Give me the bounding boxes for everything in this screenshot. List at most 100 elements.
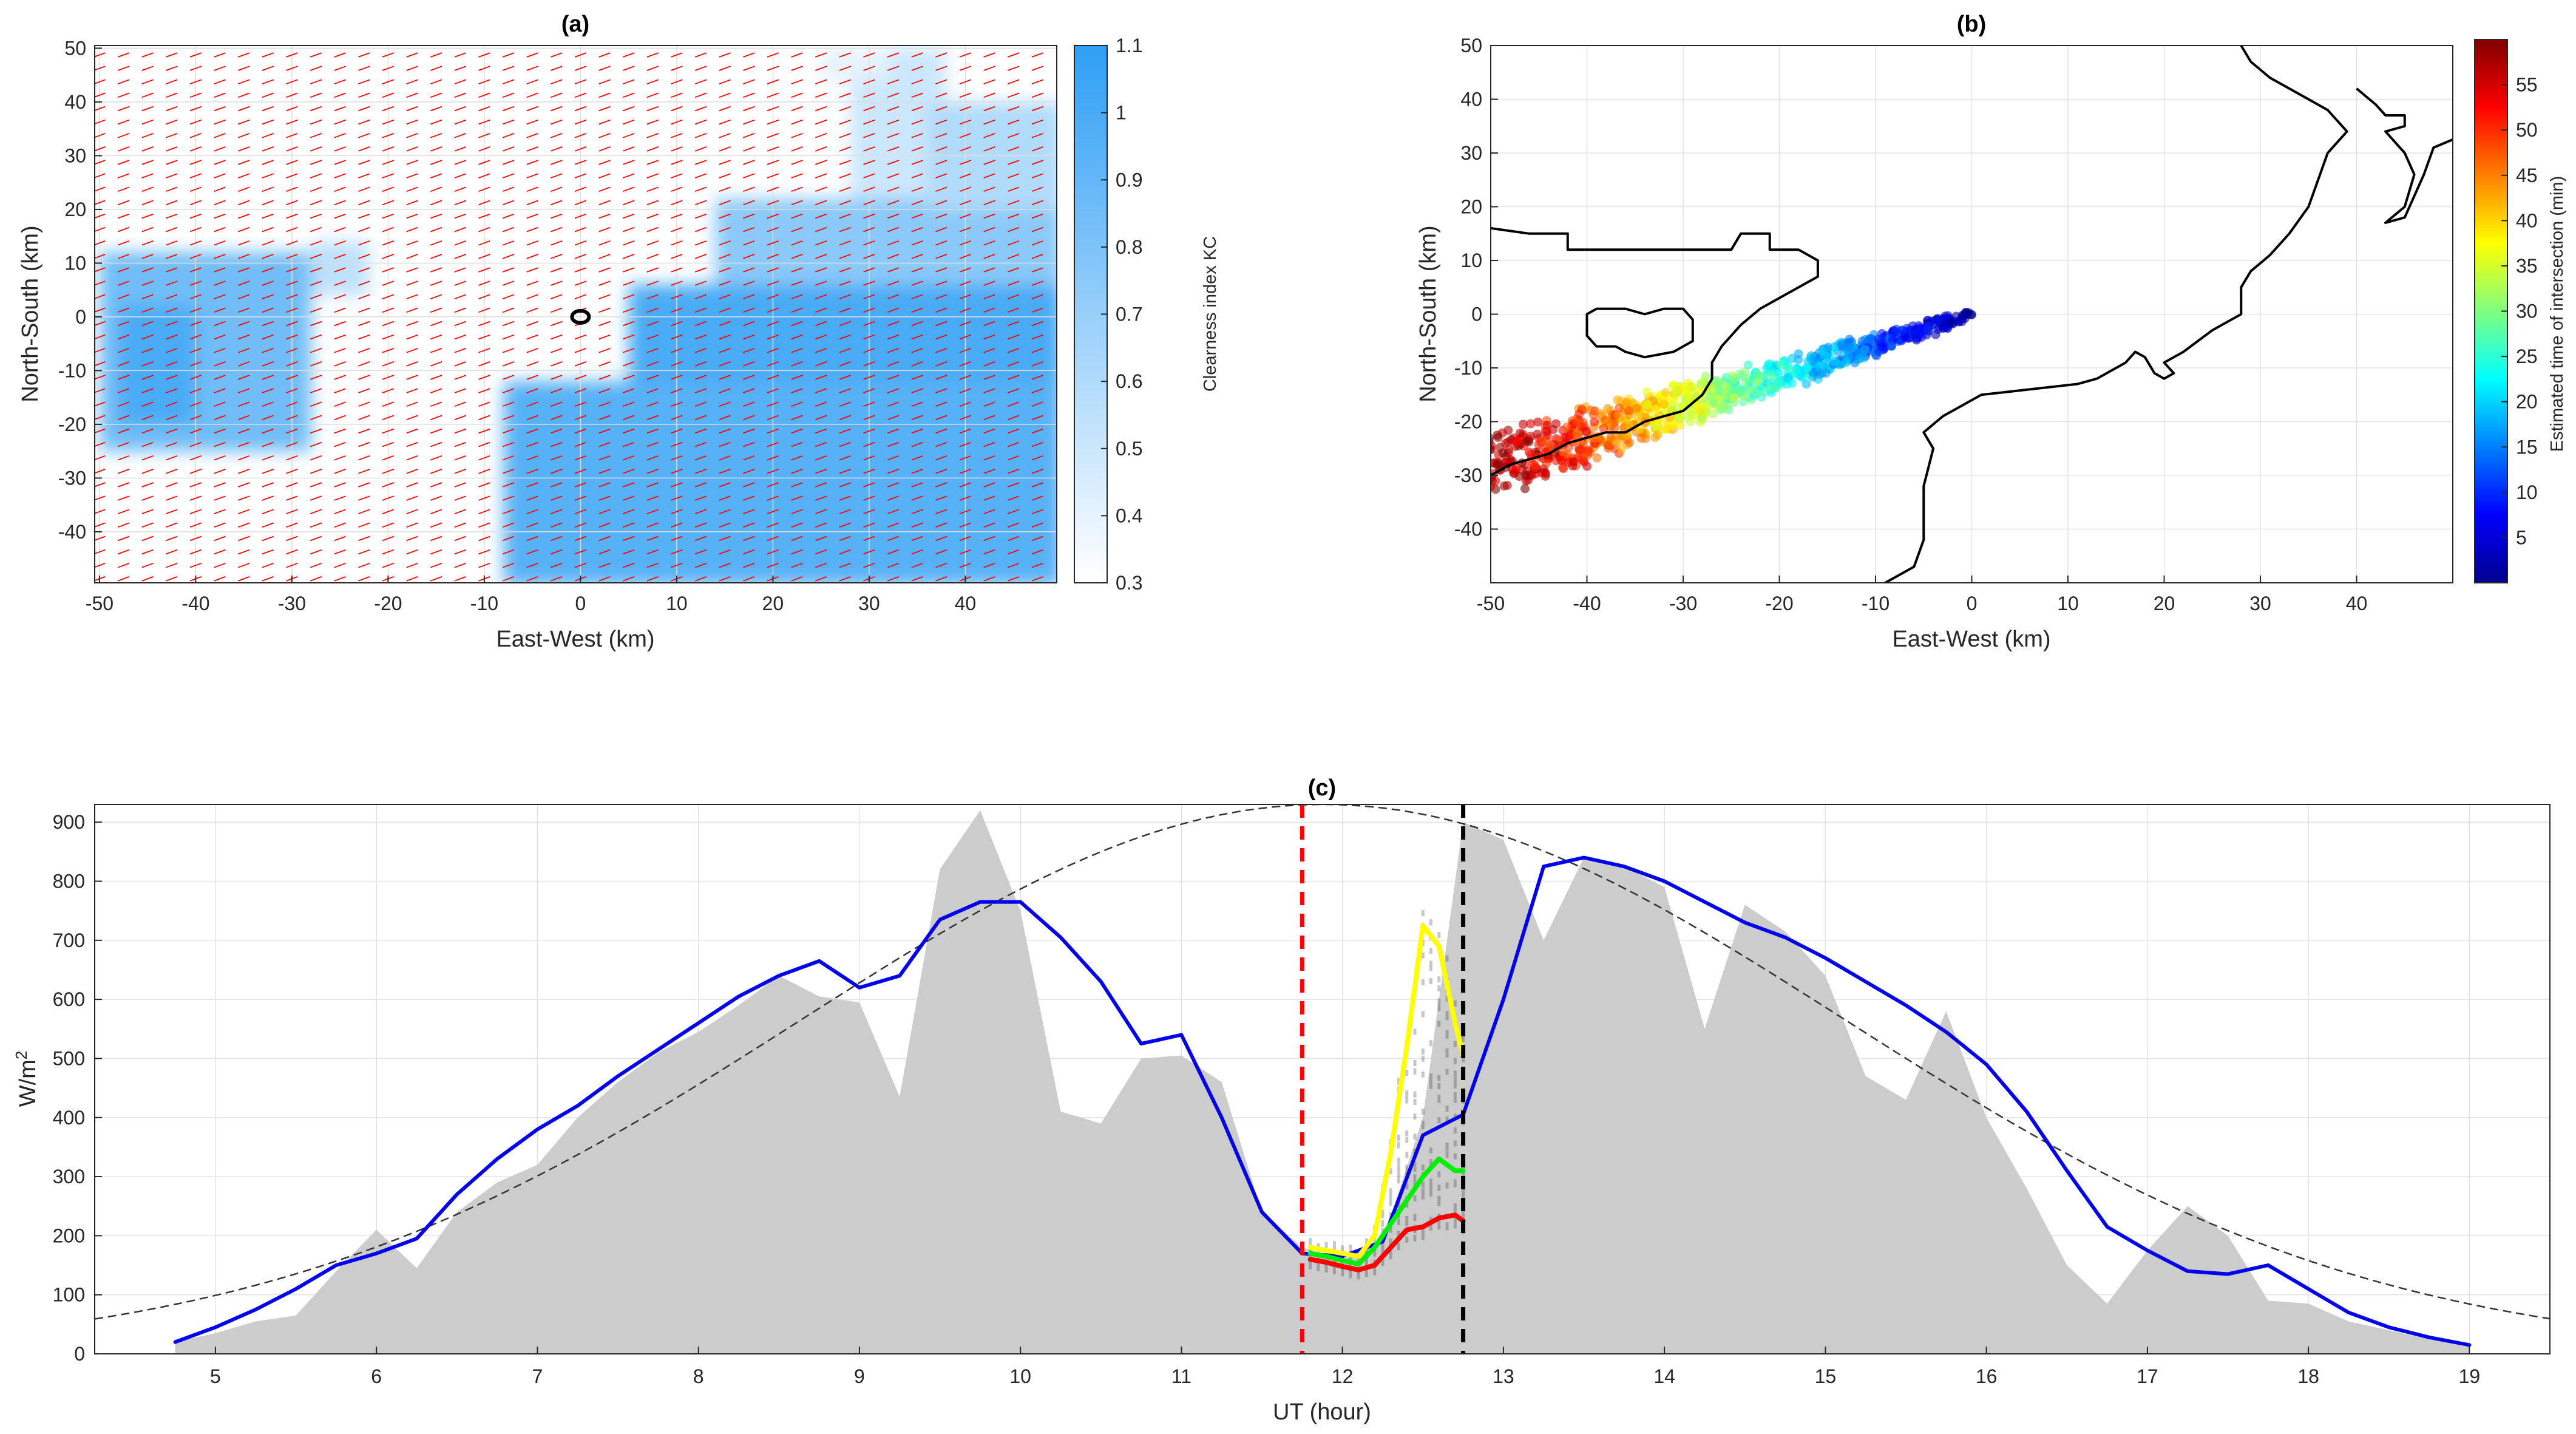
scatter-point (1520, 484, 1530, 494)
scatter-point (1538, 435, 1548, 445)
scatter-point (1603, 404, 1613, 413)
scatter-point (1676, 412, 1686, 421)
scatter-point (1764, 361, 1774, 370)
colorbar-tick-label: 10 (2516, 481, 2538, 503)
scatter-point (1957, 310, 1967, 320)
scatter-point (1592, 453, 1602, 463)
scatter-point (1522, 466, 1532, 476)
coastline (2356, 87, 2453, 224)
scatter-point (1774, 369, 1783, 378)
kc-cloud-region (118, 306, 196, 424)
x-tick-label: 0 (1967, 593, 1978, 614)
kc-cloud-region (628, 284, 1057, 382)
x-tick-label: 20 (2154, 593, 2175, 614)
x-tick-label: 9 (854, 1365, 865, 1387)
panel-a-x-label: East-West (km) (496, 627, 654, 652)
scatter-point (1582, 427, 1591, 437)
scatter-point (1474, 438, 1483, 447)
panel-c-series-lines (173, 855, 2472, 1347)
colorbar-tick-label: 50 (2516, 119, 2538, 141)
x-tick-label: 10 (2057, 593, 2079, 614)
panel-c-y-ticks: 0 100 200 300 400 500 600 700 800 900 (53, 811, 102, 1365)
scatter-point (1776, 360, 1786, 370)
scatter-point (1586, 406, 1596, 415)
y-tick-label: 600 (53, 988, 85, 1010)
y-tick-label: -20 (58, 413, 86, 435)
scatter-point (1860, 345, 1870, 355)
x-tick-label: -50 (1477, 593, 1505, 614)
panel-c-x-label: UT (hour) (1273, 1399, 1371, 1425)
scatter-point (1655, 417, 1664, 427)
x-tick-label: 12 (1332, 1365, 1354, 1387)
scatter-point (1843, 342, 1852, 352)
x-tick-label: 10 (666, 593, 688, 614)
colorbar-tick-label: 40 (2516, 209, 2538, 231)
scatter-point (1715, 405, 1725, 415)
scatter-point (1835, 360, 1845, 370)
y-tick-label: -30 (58, 467, 86, 489)
scatter-point (1582, 461, 1592, 471)
scatter-point (1518, 420, 1528, 429)
x-tick-label: 5 (210, 1365, 221, 1387)
colorbar-tick-label: 25 (2516, 345, 2538, 367)
clear-sky-curve (95, 804, 2550, 1320)
scatter-point (1601, 415, 1611, 425)
scatter-point (1526, 432, 1536, 441)
panel-b-y-label: North-South (km) (1415, 225, 1441, 402)
scatter-point (1729, 393, 1739, 403)
scatter-point (1610, 423, 1619, 432)
scatter-point (1721, 373, 1731, 382)
scatter-point (1546, 440, 1556, 449)
scatter-point (1709, 398, 1718, 408)
x-tick-label: -20 (374, 593, 402, 614)
y-tick-label: 0 (75, 306, 86, 328)
scatter-point (1583, 450, 1593, 460)
x-tick-label: 19 (2459, 1365, 2481, 1387)
panel-b: -50 -40 -30 -20 -10 0 10 20 30 40 -40 -30 -20 -10 0 10… (1415, 12, 2567, 652)
scatter-point (1606, 432, 1616, 442)
x-tick-label: -40 (1573, 593, 1601, 614)
colorbar-tick-label: 0.8 (1116, 236, 1142, 258)
panel-b-colorbar-label: Estimated time of intersection (min) (2547, 176, 2567, 452)
colorbar-tick-label: 15 (2516, 436, 2538, 458)
colorbar-tick-label: 0.5 (1116, 438, 1142, 460)
y-tick-label: 0 (74, 1343, 85, 1365)
scatter-point (1945, 318, 1955, 328)
scatter-point (1794, 367, 1804, 377)
y-tick-label: 500 (53, 1047, 85, 1069)
colorbar-tick-label: 0.7 (1116, 304, 1142, 325)
y-tick-label: -40 (58, 521, 86, 543)
kc-cloud-region (503, 381, 1057, 583)
coastline (1585, 307, 1694, 359)
scatter-point (1499, 481, 1509, 491)
scatter-point (1774, 378, 1783, 387)
scatter-point (1499, 448, 1508, 458)
colorbar-tick-label: 0.4 (1116, 505, 1142, 526)
x-tick-label: -10 (470, 593, 498, 614)
scatter-point (1686, 416, 1695, 426)
x-tick-label: 8 (693, 1365, 704, 1387)
panel-a-x-ticks: -50 -40 -30 -20 -10 0 10 20 30 40 (86, 576, 976, 614)
scatter-point (1672, 386, 1681, 395)
panel-b-coastlines (1491, 46, 2453, 583)
scatter-point (1749, 390, 1759, 400)
scatter-point (1818, 361, 1828, 370)
scatter-point (1693, 386, 1703, 396)
y-tick-label: -30 (1454, 464, 1482, 486)
scatter-point (1659, 399, 1669, 409)
scatter-point (1877, 342, 1886, 352)
scatter-point (1735, 383, 1744, 393)
scatter-point (1616, 444, 1626, 454)
scatter-point (1533, 417, 1543, 427)
colorbar-tick-label: 5 (2516, 526, 2527, 548)
scatter-point (1526, 449, 1536, 459)
colorbar-tick-label: 20 (2516, 391, 2538, 413)
x-tick-label: -50 (86, 593, 114, 614)
y-tick-label: 700 (53, 929, 85, 951)
scatter-point (1823, 342, 1833, 352)
x-tick-label: 11 (1171, 1365, 1191, 1387)
y-tick-label: -40 (1454, 518, 1482, 540)
scatter-point (1615, 403, 1624, 413)
scatter-point (1708, 409, 1718, 419)
